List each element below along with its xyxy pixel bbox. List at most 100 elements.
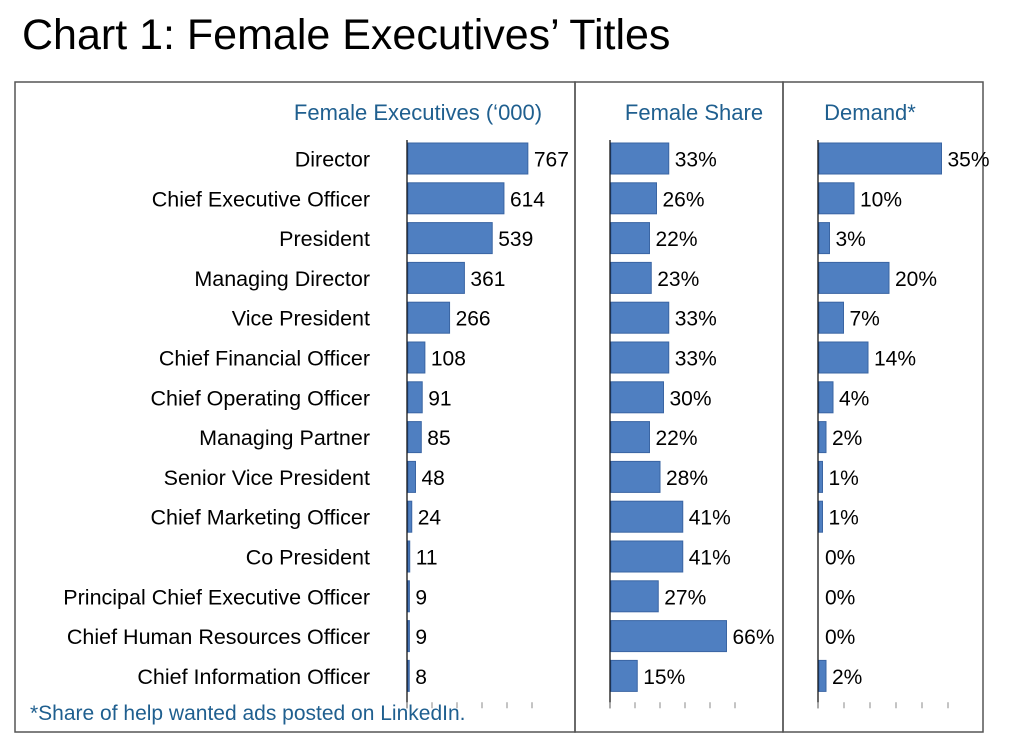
- bar: [610, 659, 638, 692]
- data-label: 66%: [733, 626, 775, 649]
- data-label: 15%: [643, 666, 685, 689]
- bar: [610, 301, 670, 334]
- bar: [610, 261, 652, 294]
- data-label: 11: [416, 547, 438, 570]
- data-label: 539: [498, 228, 533, 251]
- data-label: 614: [510, 188, 545, 211]
- data-label: 91: [428, 387, 451, 410]
- data-label: 35%: [948, 149, 990, 172]
- bar: [818, 301, 844, 334]
- data-label: 0%: [825, 586, 855, 609]
- bar: [818, 381, 834, 414]
- bar: [407, 182, 505, 215]
- category-label: Chief Operating Officer: [151, 386, 370, 410]
- bar: [610, 381, 664, 414]
- data-label: 26%: [663, 188, 705, 211]
- category-label: Chief Executive Officer: [152, 187, 370, 211]
- bar: [407, 142, 529, 175]
- bar: [610, 222, 650, 255]
- bar: [407, 222, 493, 255]
- bar: [407, 659, 410, 692]
- bar: [818, 341, 869, 374]
- footnote: *Share of help wanted ads posted on Link…: [30, 702, 465, 725]
- bar: [818, 222, 830, 255]
- bar: [818, 421, 827, 454]
- category-label: Director: [295, 148, 370, 172]
- category-label: Managing Partner: [199, 426, 370, 450]
- data-label: 3%: [836, 228, 866, 251]
- data-label: 2%: [832, 427, 862, 450]
- bar: [407, 381, 423, 414]
- data-label: 1%: [829, 467, 859, 490]
- data-label: 41%: [689, 547, 731, 570]
- panel-title: Female Executives (‘000): [294, 100, 542, 125]
- data-label: 30%: [670, 387, 712, 410]
- bar: [610, 500, 684, 533]
- bar: [610, 421, 650, 454]
- data-label: 33%: [675, 149, 717, 172]
- data-label: 767: [534, 149, 569, 172]
- data-label: 33%: [675, 308, 717, 331]
- category-label: President: [279, 227, 370, 251]
- data-label: 2%: [832, 666, 862, 689]
- bar: [610, 460, 661, 493]
- bar: [818, 500, 823, 533]
- data-label: 0%: [825, 547, 855, 570]
- bar: [818, 182, 855, 215]
- page-title: Chart 1: Female Executives’ Titles: [22, 11, 671, 59]
- data-label: 108: [431, 348, 466, 371]
- bar: [610, 540, 684, 573]
- data-label: 85: [427, 427, 450, 450]
- bar: [818, 460, 823, 493]
- data-label: 9: [415, 626, 427, 649]
- bar: [610, 341, 670, 374]
- data-label: 10%: [860, 188, 902, 211]
- bar: [407, 500, 413, 533]
- data-label: 48: [422, 467, 445, 490]
- data-label: 28%: [666, 467, 708, 490]
- category-label: Chief Marketing Officer: [151, 506, 370, 530]
- data-label: 20%: [895, 268, 937, 291]
- bar: [407, 421, 422, 454]
- bar: [407, 540, 411, 573]
- bar: [610, 620, 727, 653]
- bar: [407, 341, 426, 374]
- bar: [610, 580, 659, 613]
- category-label: Vice President: [232, 307, 370, 331]
- bar: [407, 580, 410, 613]
- category-label: Co President: [246, 546, 370, 570]
- bar: [407, 261, 465, 294]
- panel-frame-demand: [782, 81, 984, 733]
- bar: [407, 460, 416, 493]
- data-label: 7%: [850, 308, 880, 331]
- data-label: 14%: [874, 348, 916, 371]
- bar: [818, 142, 942, 175]
- data-label: 41%: [689, 507, 731, 530]
- bar: [407, 620, 410, 653]
- data-label: 33%: [675, 348, 717, 371]
- category-label: Chief Financial Officer: [159, 347, 370, 371]
- category-label: Chief Human Resources Officer: [67, 625, 370, 649]
- data-label: 8: [415, 666, 427, 689]
- category-label: Principal Chief Executive Officer: [63, 585, 370, 609]
- data-label: 361: [470, 268, 505, 291]
- category-label: Chief Information Officer: [137, 665, 370, 689]
- data-label: 4%: [839, 387, 869, 410]
- data-label: 9: [415, 586, 427, 609]
- bar: [818, 659, 827, 692]
- data-label: 22%: [656, 228, 698, 251]
- bar: [610, 182, 657, 215]
- bar: [818, 261, 890, 294]
- bar: [407, 301, 451, 334]
- panel-title: Female Share: [625, 100, 763, 125]
- data-label: 22%: [656, 427, 698, 450]
- data-label: 24: [418, 507, 442, 530]
- category-label: Senior Vice President: [164, 466, 370, 490]
- bar: [610, 142, 670, 175]
- data-label: 27%: [664, 586, 706, 609]
- data-label: 0%: [825, 626, 855, 649]
- data-label: 266: [456, 308, 491, 331]
- data-label: 23%: [657, 268, 699, 291]
- data-label: 1%: [829, 507, 859, 530]
